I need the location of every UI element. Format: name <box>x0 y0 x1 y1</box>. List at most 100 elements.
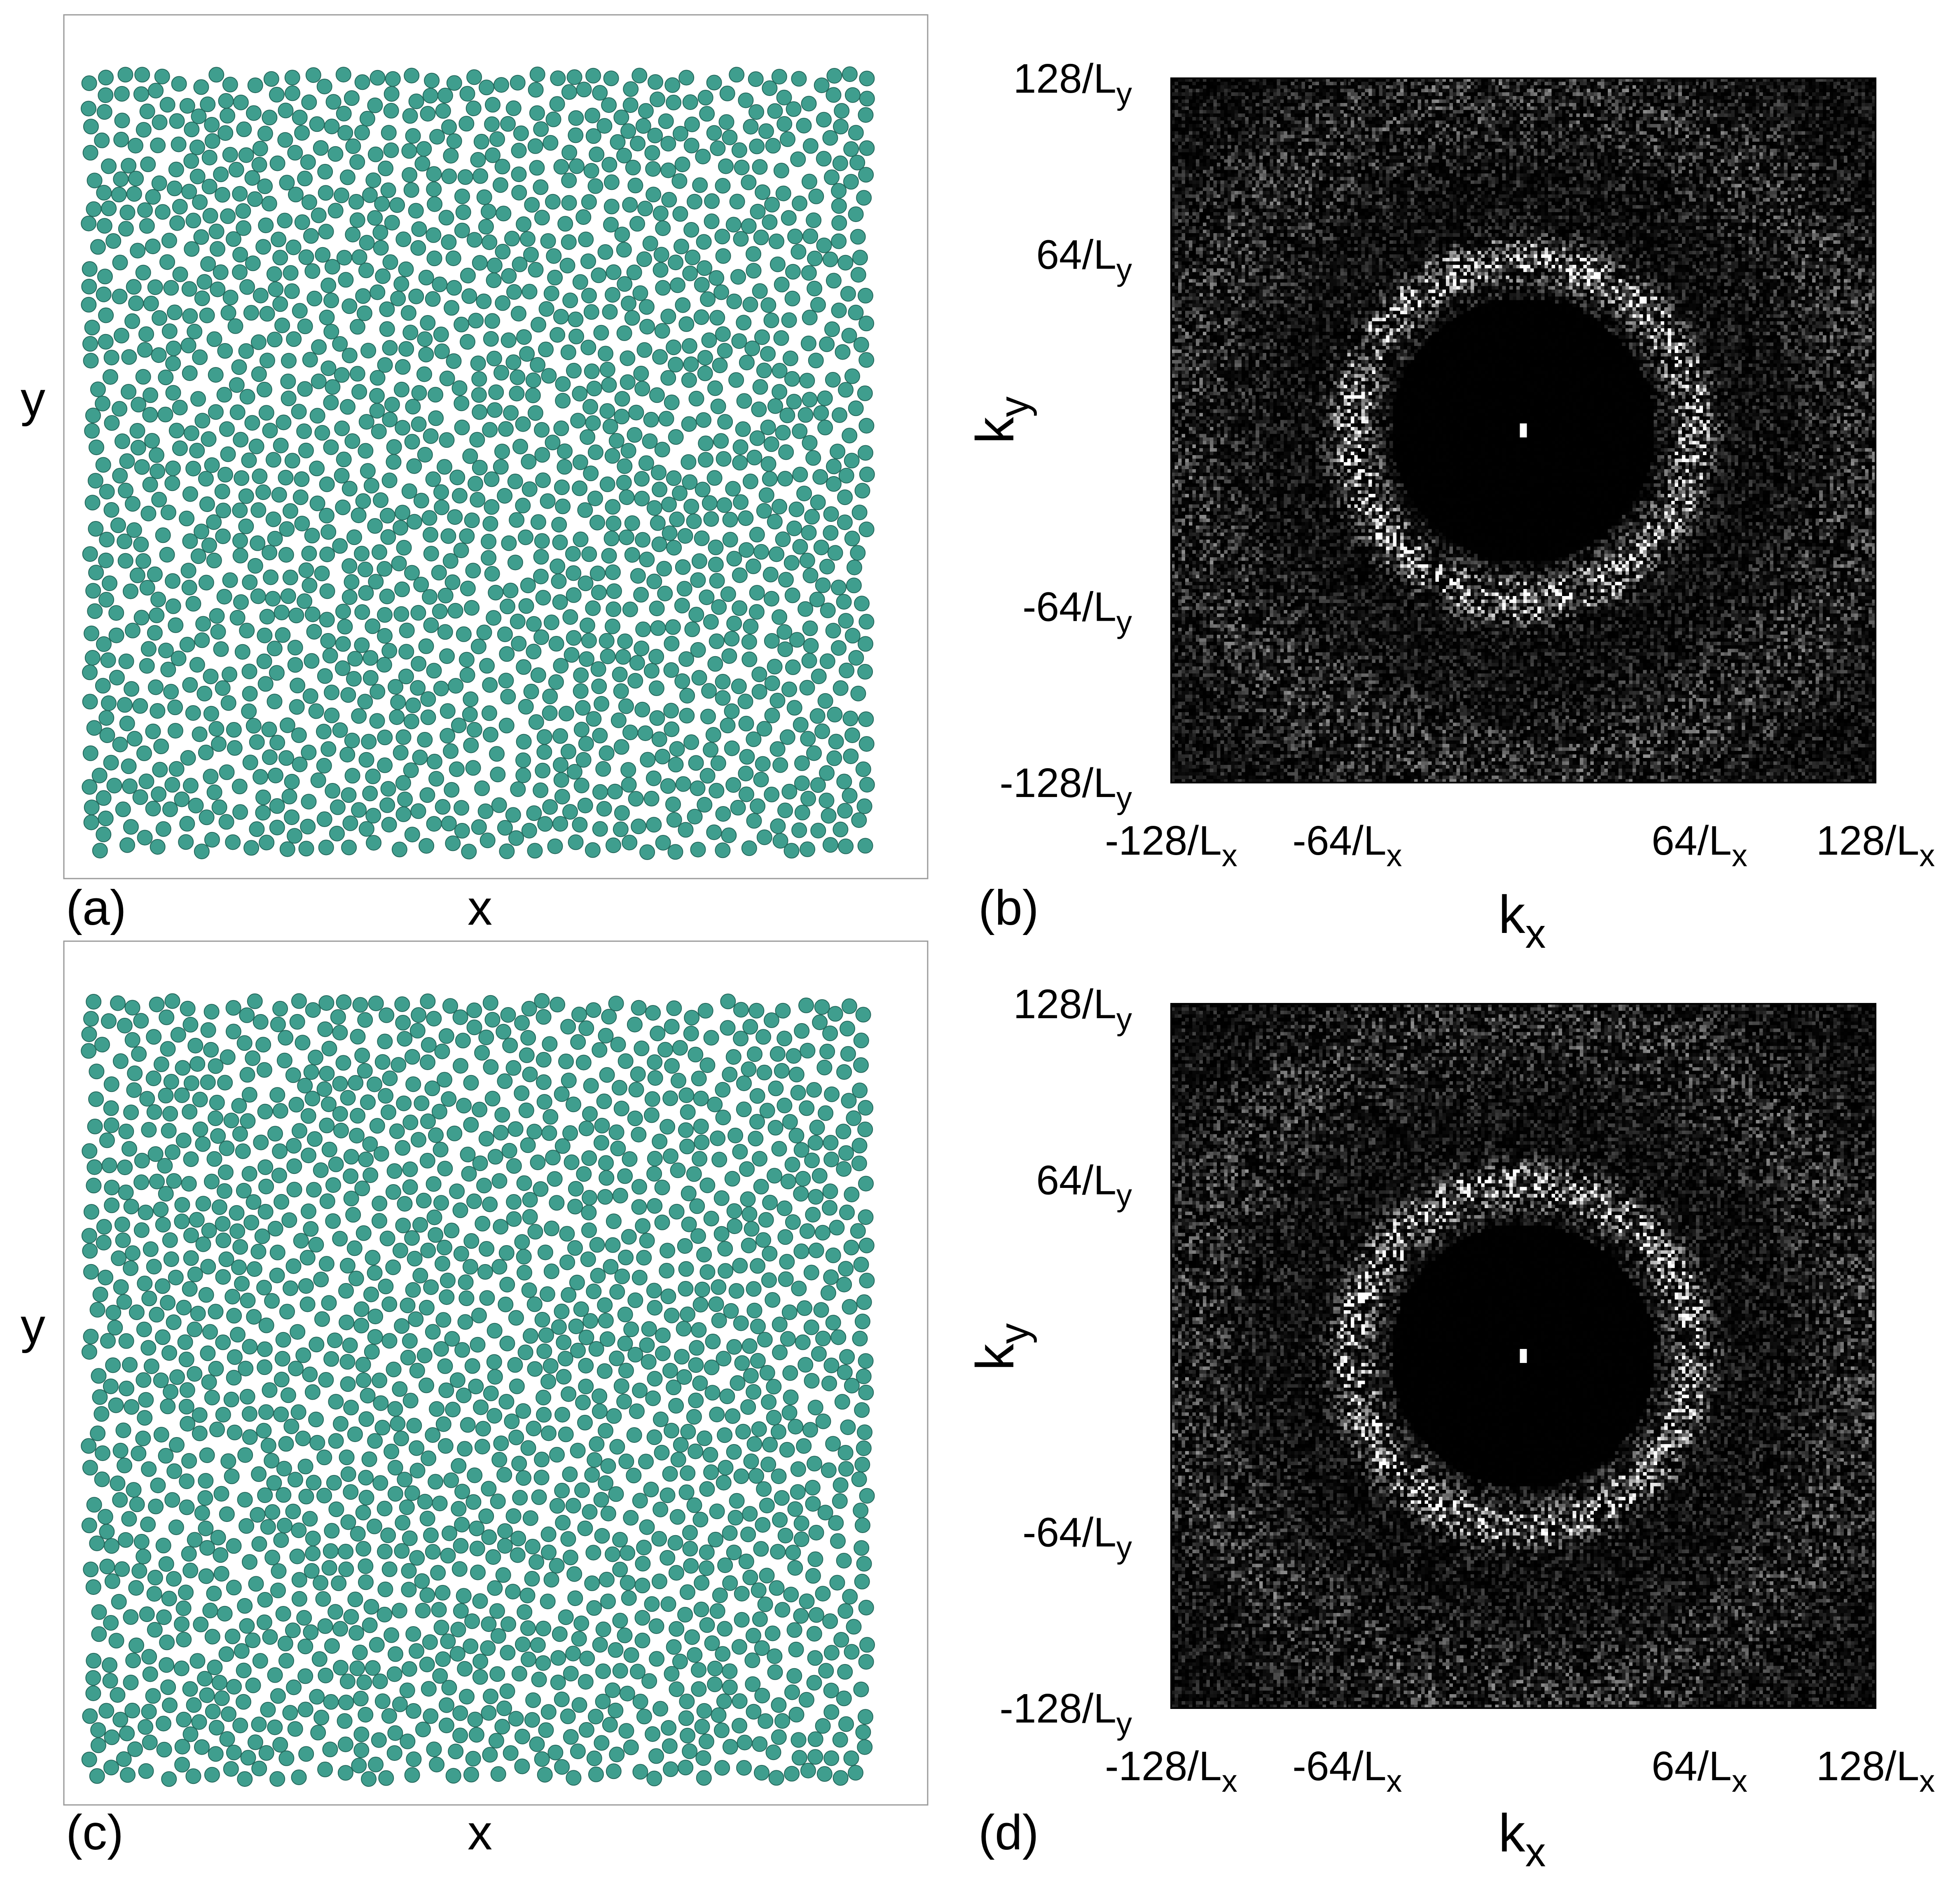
particle <box>453 1728 468 1743</box>
particle <box>525 1571 540 1586</box>
particle <box>338 1765 353 1780</box>
particle <box>146 724 161 739</box>
particle <box>536 473 550 488</box>
particle <box>302 95 316 110</box>
particle <box>442 120 456 135</box>
particle <box>753 1612 767 1627</box>
particle <box>762 1437 777 1452</box>
particle <box>255 1229 270 1244</box>
particle <box>175 1739 190 1754</box>
particle <box>256 1037 271 1052</box>
particle <box>433 1142 448 1157</box>
particle <box>140 1607 154 1622</box>
particle <box>479 1290 494 1305</box>
particle <box>716 451 731 466</box>
particle <box>182 580 197 595</box>
particle <box>664 1308 679 1323</box>
particle <box>517 1265 532 1280</box>
particle <box>117 1018 132 1033</box>
particle <box>290 1325 305 1339</box>
particle <box>324 440 339 455</box>
particle <box>407 1251 422 1266</box>
particle <box>437 459 452 474</box>
y-tick-label-main: -128/L <box>999 760 1116 806</box>
particle <box>136 1373 151 1388</box>
particle <box>767 514 782 529</box>
particle <box>541 1527 556 1542</box>
x-tick-label-sub: x <box>1386 838 1402 873</box>
particle <box>802 266 816 280</box>
particle <box>571 413 585 428</box>
particle <box>707 75 722 90</box>
particle <box>124 820 138 834</box>
particle <box>721 828 736 843</box>
particle <box>289 1097 304 1112</box>
particle <box>288 1722 303 1737</box>
particle <box>761 1395 776 1409</box>
particle <box>707 126 722 140</box>
particle <box>299 250 313 264</box>
particle <box>427 1210 442 1225</box>
particle <box>662 192 676 207</box>
particle <box>169 1438 184 1452</box>
particle <box>426 182 441 197</box>
particle <box>81 1043 96 1058</box>
particle <box>153 1202 168 1217</box>
x-tick-label-sub: x <box>1732 1764 1747 1799</box>
particle <box>841 286 856 301</box>
particle <box>205 458 220 472</box>
particle <box>620 1545 635 1560</box>
particle <box>227 1350 242 1365</box>
particle <box>256 485 271 500</box>
particle <box>458 170 473 185</box>
particle <box>246 718 261 733</box>
particle <box>399 341 414 356</box>
particle <box>208 367 223 382</box>
particle <box>810 708 825 723</box>
particle <box>824 1683 839 1698</box>
particle <box>377 1034 392 1049</box>
particle <box>566 1770 581 1785</box>
particle <box>587 381 602 396</box>
particle <box>750 431 765 446</box>
particle <box>826 372 840 387</box>
particle <box>337 452 351 467</box>
particle <box>671 1163 685 1178</box>
particle <box>822 1200 837 1215</box>
particle <box>732 1144 747 1159</box>
particle <box>523 1328 538 1343</box>
particle <box>814 540 829 555</box>
particle <box>857 799 872 813</box>
particle <box>819 1663 833 1678</box>
particle <box>181 750 196 765</box>
particle <box>717 498 732 512</box>
particle <box>516 753 531 768</box>
particle <box>162 1698 177 1713</box>
particle <box>377 629 392 643</box>
particle <box>404 714 419 729</box>
particle <box>359 1412 374 1426</box>
particle <box>191 549 206 563</box>
particle <box>515 1729 530 1744</box>
particle <box>678 1281 693 1296</box>
particle <box>301 1148 316 1163</box>
particle <box>837 1365 852 1380</box>
particle <box>621 443 636 458</box>
particle <box>598 346 613 361</box>
particle <box>358 1012 372 1027</box>
particle <box>336 636 351 651</box>
particle <box>550 327 565 342</box>
particle <box>155 69 170 84</box>
particle <box>534 993 549 1008</box>
particle <box>161 662 175 677</box>
particle <box>230 405 245 420</box>
particle <box>807 281 822 296</box>
particle <box>84 1329 98 1344</box>
particle <box>642 1322 657 1337</box>
particle <box>348 1075 363 1090</box>
particle <box>393 1243 408 1258</box>
particle <box>137 1276 152 1291</box>
particle <box>406 1283 421 1297</box>
particle <box>601 1459 615 1473</box>
particle <box>279 750 294 765</box>
